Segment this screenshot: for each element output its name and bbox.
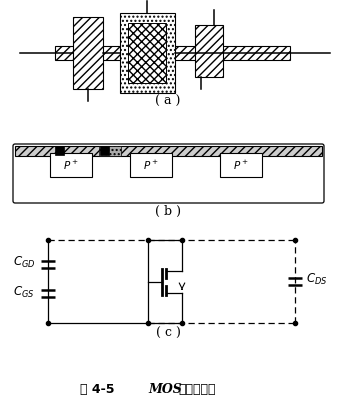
Bar xyxy=(50,153,92,177)
Bar xyxy=(195,24,223,77)
Bar xyxy=(99,146,121,156)
FancyBboxPatch shape xyxy=(13,144,324,203)
Bar xyxy=(220,153,262,177)
Bar xyxy=(130,153,172,177)
Bar xyxy=(73,16,103,89)
Text: MOS: MOS xyxy=(148,383,182,396)
Text: $C_{GD}$: $C_{GD}$ xyxy=(13,255,35,271)
Text: ( a ): ( a ) xyxy=(155,95,181,108)
Text: $P^+$: $P^+$ xyxy=(143,158,159,171)
Text: $C_{GS}$: $C_{GS}$ xyxy=(13,284,35,299)
Bar xyxy=(55,46,290,60)
Bar xyxy=(120,13,175,93)
Text: 管寄生电容: 管寄生电容 xyxy=(178,383,215,396)
Text: $P^+$: $P^+$ xyxy=(233,158,249,171)
Text: ( b ): ( b ) xyxy=(155,205,181,218)
Bar xyxy=(15,146,322,156)
Text: $C_{DS}$: $C_{DS}$ xyxy=(306,272,328,287)
Text: ( c ): ( c ) xyxy=(156,327,180,340)
Bar xyxy=(128,22,166,82)
Text: $P^+$: $P^+$ xyxy=(63,158,79,171)
Bar xyxy=(55,146,64,155)
Text: 图 4-5: 图 4-5 xyxy=(80,383,123,396)
Bar xyxy=(100,146,109,155)
